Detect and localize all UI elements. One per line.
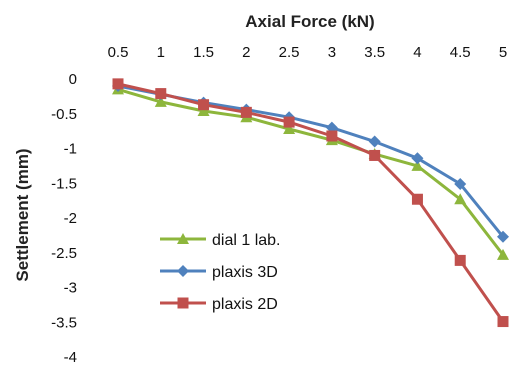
legend-item: plaxis 2D: [160, 296, 278, 313]
x-tick-label: 1: [157, 44, 165, 61]
triangle-marker: [454, 193, 467, 205]
series-line: [117, 84, 505, 238]
y-tick-label: -2.5: [51, 245, 77, 262]
series-square: [112, 78, 509, 328]
triangle-marker: [283, 123, 296, 135]
series-line: [117, 87, 505, 256]
x-tick-label: 0.5: [108, 44, 129, 61]
diamond-marker: [411, 152, 424, 165]
series-triangle: [112, 83, 509, 260]
triangle-marker: [411, 159, 424, 171]
y-axis: 0 -0.5 -1 -1.5 -2 -2.5 -3 -3.5 -4: [51, 71, 77, 365]
triangle-marker: [497, 248, 509, 260]
x-tick-label: 2.5: [279, 44, 300, 61]
square-marker: [497, 316, 509, 328]
square-marker: [326, 130, 338, 142]
square-marker: [283, 116, 295, 128]
square-marker: [198, 99, 210, 111]
series-group: [112, 78, 509, 328]
x-tick-label: 4: [413, 44, 421, 61]
triangle-marker: [197, 104, 210, 116]
y-tick-label: 0: [69, 71, 77, 88]
square-marker: [411, 193, 423, 205]
diamond-marker: [177, 265, 189, 277]
y-tick-label: -2: [64, 210, 77, 227]
x-tick-label: 3.5: [364, 44, 385, 61]
series-line: [117, 82, 505, 323]
diamond-marker: [454, 177, 467, 190]
x-tick-label: 3: [328, 44, 336, 61]
y-tick-label: -3: [64, 280, 77, 297]
legend-item: dial 1 lab.: [160, 232, 281, 249]
square-marker: [112, 78, 124, 90]
legend-item: plaxis 3D: [160, 264, 278, 281]
diamond-marker: [368, 135, 381, 148]
y-tick-label: -0.5: [51, 106, 77, 123]
y-tick-label: -1.5: [51, 175, 77, 192]
x-tick-label: 5: [499, 44, 507, 61]
triangle-marker: [154, 95, 167, 107]
y-axis-title: Settlement (mm): [13, 148, 32, 281]
square-marker: [155, 88, 167, 100]
square-marker: [177, 297, 189, 309]
x-tick-label: 1.5: [193, 44, 214, 61]
diamond-marker: [497, 230, 509, 243]
legend: dial 1 lab. plaxis 3D plaxis 2D: [160, 232, 281, 313]
x-tick-label: 2: [242, 44, 250, 61]
y-tick-label: -4: [64, 349, 77, 365]
x-tick-label: 4.5: [450, 44, 471, 61]
x-axis-title: Axial Force (kN): [245, 12, 374, 31]
legend-label: plaxis 3D: [212, 264, 278, 281]
x-axis: 0.5 1 1.5 2 2.5 3 3.5 4 4.5 5: [108, 44, 508, 61]
legend-label: plaxis 2D: [212, 296, 278, 313]
square-marker: [454, 254, 466, 266]
y-tick-label: -3.5: [51, 314, 77, 331]
square-marker: [369, 149, 381, 161]
square-marker: [240, 106, 252, 118]
y-tick-label: -1: [64, 141, 77, 158]
legend-label: dial 1 lab.: [212, 232, 281, 249]
triangle-marker: [177, 233, 189, 244]
